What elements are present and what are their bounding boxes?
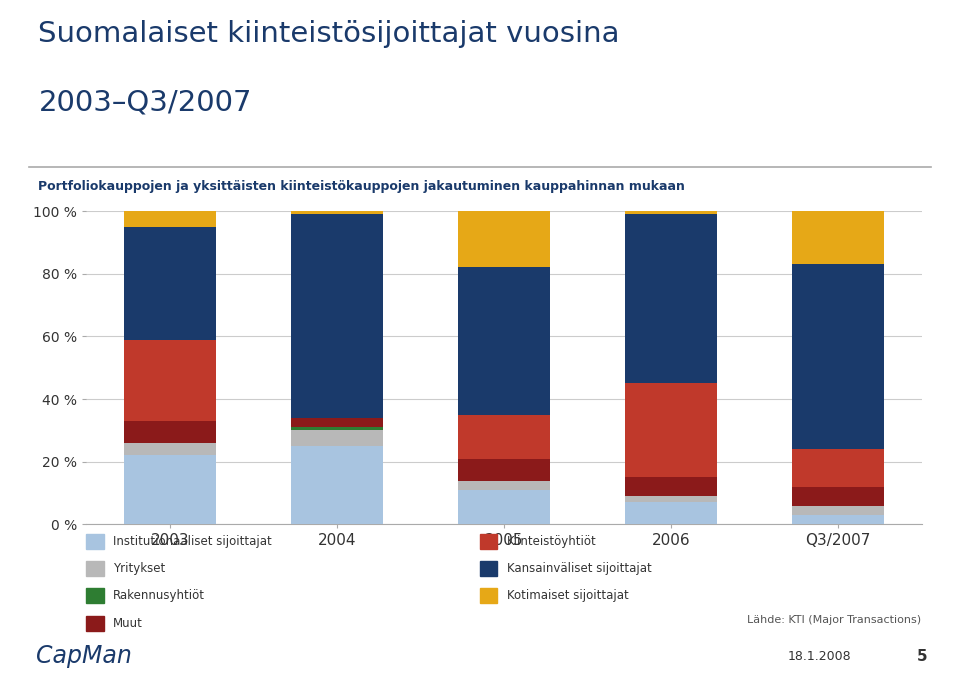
- Text: Institutionaaliset sijoittajat: Institutionaaliset sijoittajat: [113, 535, 272, 548]
- Bar: [458, 268, 550, 415]
- Bar: [625, 383, 717, 477]
- Bar: [625, 215, 717, 383]
- Bar: [125, 211, 216, 227]
- Text: Kotimaiset sijoittajat: Kotimaiset sijoittajat: [507, 589, 629, 603]
- Bar: [792, 449, 883, 487]
- Bar: [458, 481, 550, 490]
- Text: 2003–Q3/2007: 2003–Q3/2007: [38, 89, 252, 116]
- Text: Portfoliokauppojen ja yksittäisten kiinteistökauppojen jakautuminen kauppahinnan: Portfoliokauppojen ja yksittäisten kiint…: [38, 180, 685, 193]
- Bar: [125, 227, 216, 340]
- Bar: [792, 515, 883, 524]
- Bar: [792, 264, 883, 449]
- Bar: [792, 505, 883, 515]
- Bar: [291, 211, 383, 215]
- Bar: [458, 458, 550, 481]
- Bar: [625, 496, 717, 503]
- Bar: [291, 427, 383, 430]
- Bar: [125, 443, 216, 456]
- Bar: [792, 211, 883, 264]
- Bar: [625, 211, 717, 215]
- Text: 18.1.2008: 18.1.2008: [787, 650, 851, 663]
- Text: Kiinteistöyhtiöt: Kiinteistöyhtiöt: [507, 535, 596, 548]
- Bar: [291, 418, 383, 427]
- Text: Yritykset: Yritykset: [113, 562, 165, 575]
- Text: Rakennusyhtiöt: Rakennusyhtiöt: [113, 589, 205, 603]
- Bar: [792, 487, 883, 505]
- Bar: [458, 211, 550, 268]
- Text: Lähde: KTI (Major Transactions): Lähde: KTI (Major Transactions): [748, 615, 922, 625]
- Bar: [625, 503, 717, 524]
- Bar: [458, 490, 550, 524]
- Bar: [125, 421, 216, 443]
- Bar: [125, 340, 216, 421]
- Bar: [125, 456, 216, 524]
- Bar: [291, 215, 383, 418]
- Bar: [291, 446, 383, 524]
- Bar: [291, 430, 383, 446]
- Text: 5: 5: [917, 649, 927, 664]
- Bar: [625, 477, 717, 496]
- Bar: [458, 415, 550, 458]
- Text: Suomalaiset kiinteistösijoittajat vuosina: Suomalaiset kiinteistösijoittajat vuosin…: [38, 20, 620, 48]
- Text: CapMan: CapMan: [36, 644, 132, 669]
- Text: Kansainväliset sijoittajat: Kansainväliset sijoittajat: [507, 562, 652, 575]
- Text: Muut: Muut: [113, 616, 143, 630]
